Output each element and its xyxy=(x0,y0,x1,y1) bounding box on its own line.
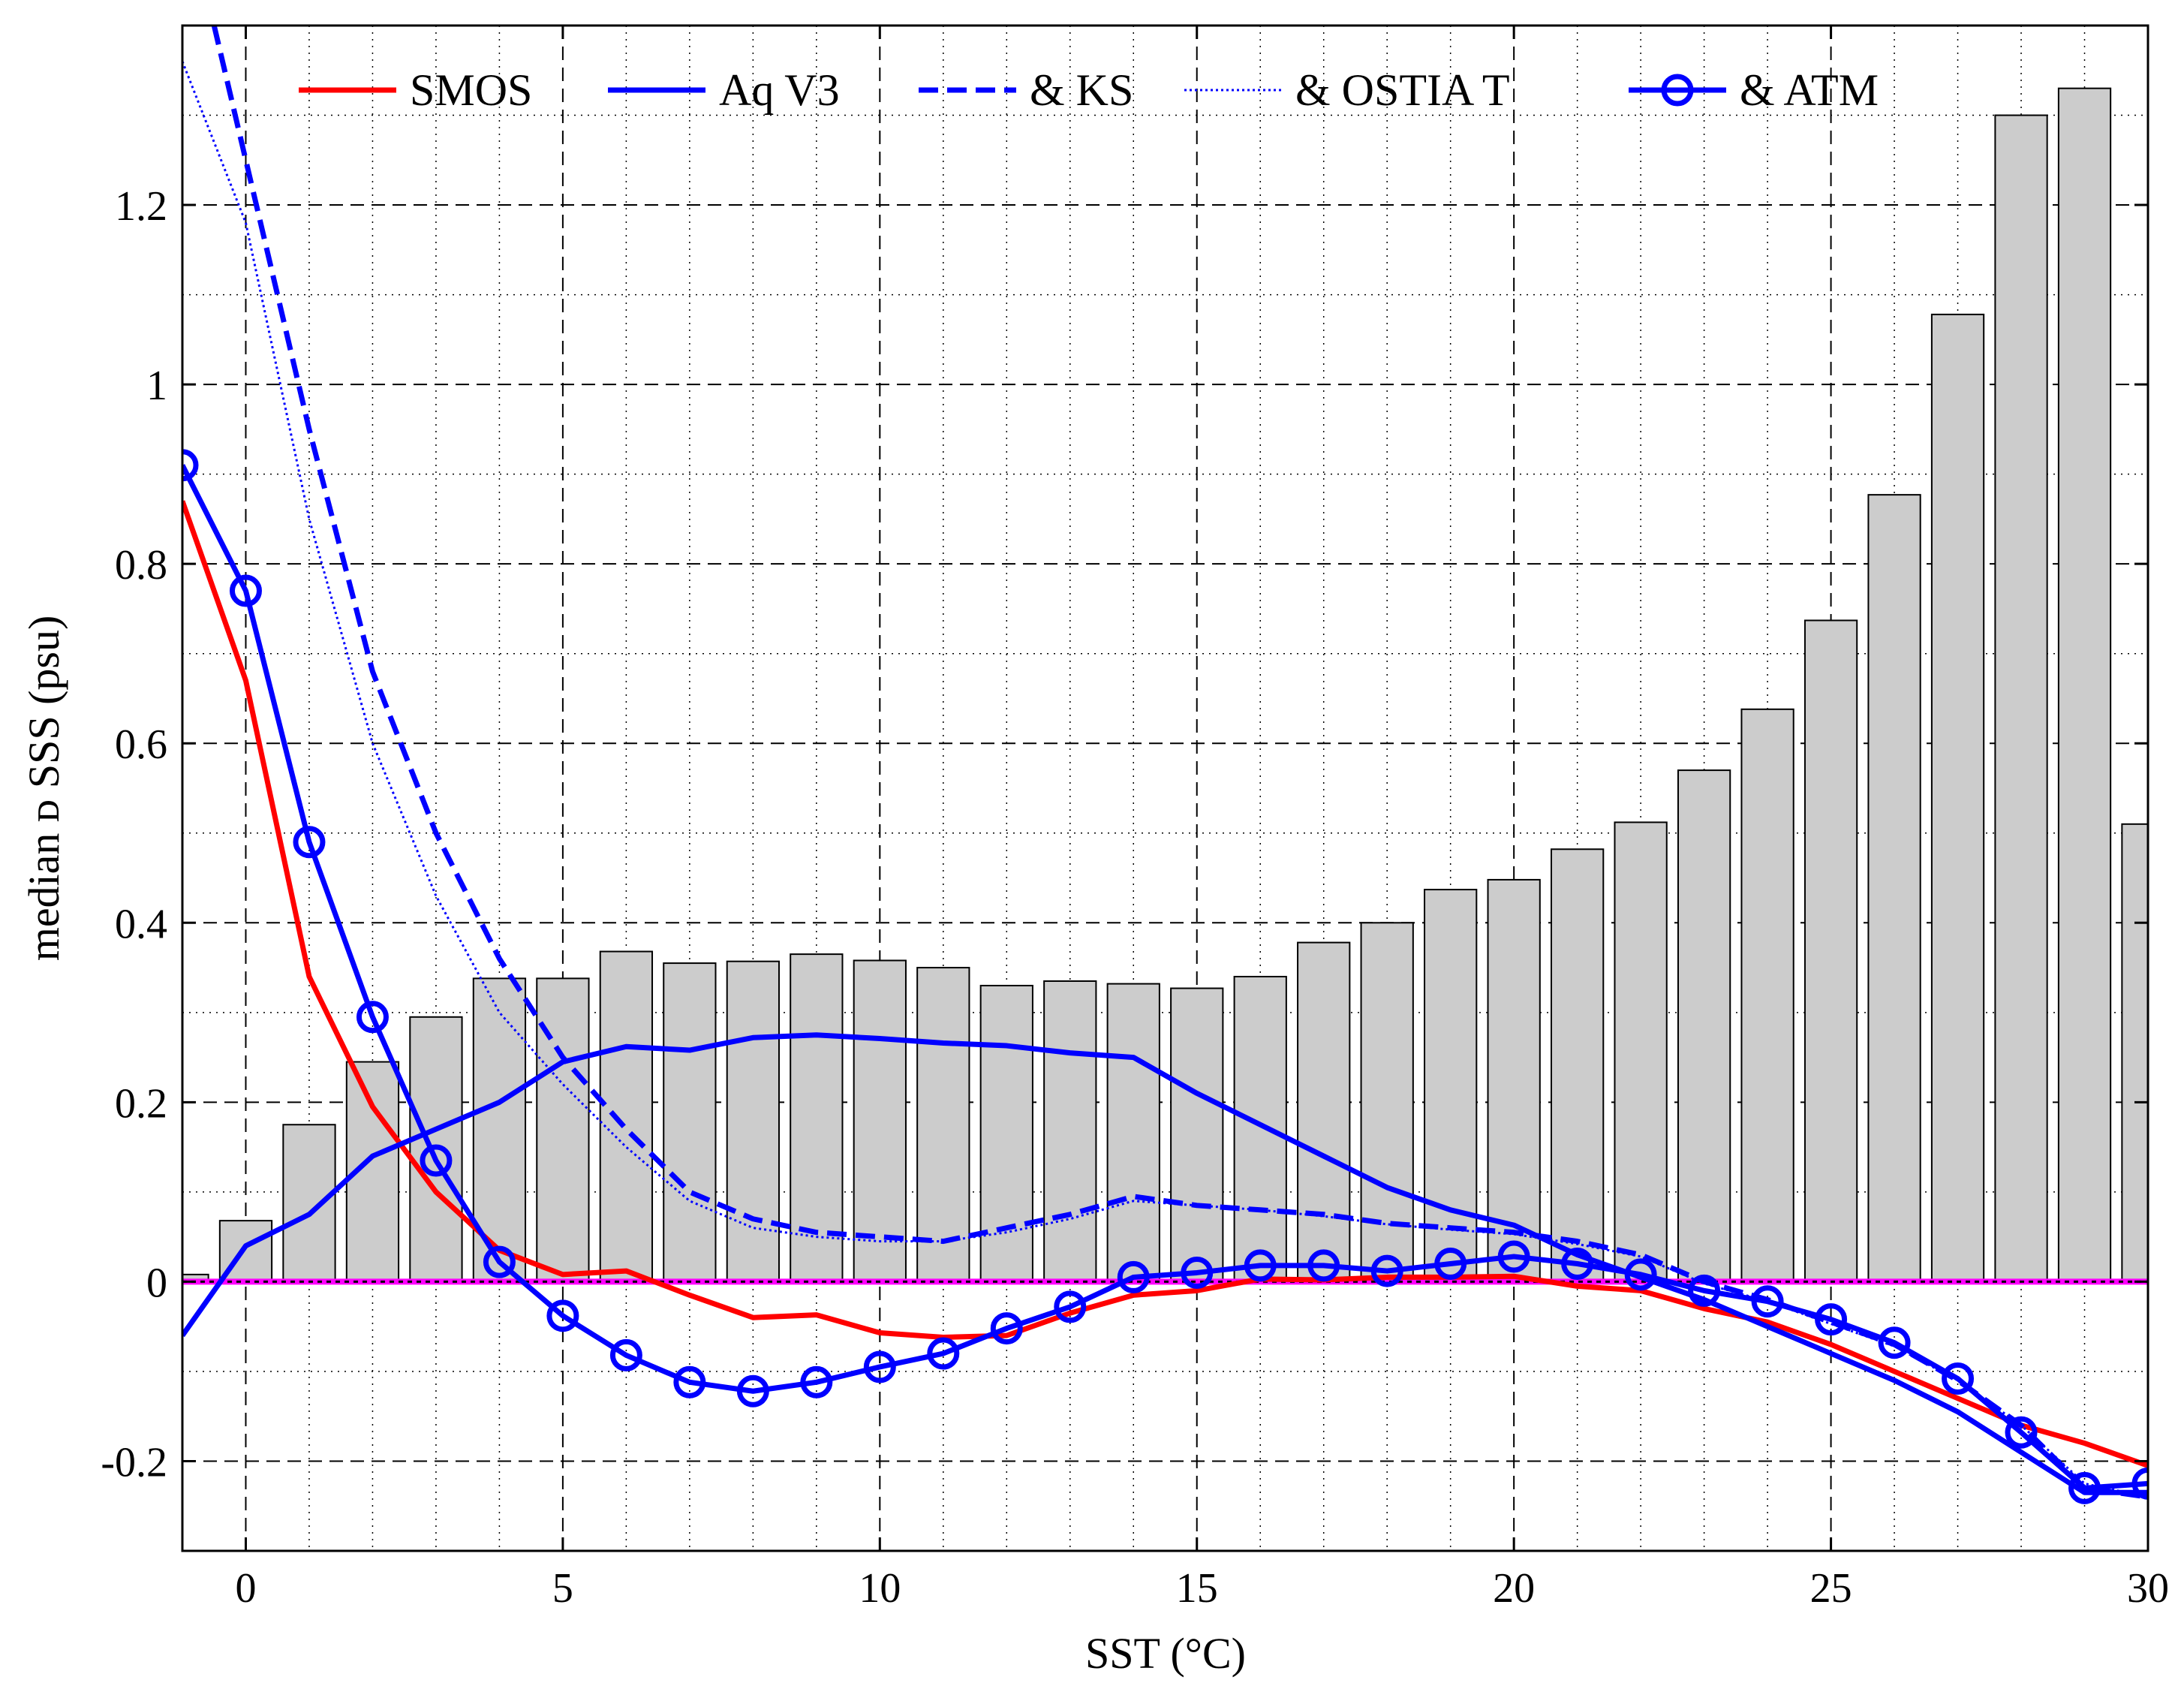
atm-marker xyxy=(863,1350,896,1383)
legend-label: Aq V3 xyxy=(719,65,840,115)
y-tick-label: 0.8 xyxy=(115,542,167,589)
atm-marker xyxy=(1688,1274,1721,1307)
legend-label: & OSTIA T xyxy=(1295,65,1510,115)
x-tick-label: 15 xyxy=(1176,1565,1218,1612)
y-tick-label: 0.4 xyxy=(115,901,167,947)
histogram-bar xyxy=(599,950,654,1283)
histogram-bar xyxy=(726,960,780,1283)
atm-marker xyxy=(800,1365,833,1398)
y-tick-label: 1.2 xyxy=(115,183,167,230)
legend-label: & ATM xyxy=(1740,65,1879,115)
atm-marker xyxy=(2131,1467,2148,1500)
y-tick-label: 0 xyxy=(146,1260,167,1306)
atm-marker xyxy=(182,449,199,482)
histogram-bar xyxy=(1043,980,1097,1283)
y-axis-label: median ᴅ SSS (psu) xyxy=(20,616,68,962)
histogram-bar xyxy=(1487,878,1541,1283)
atm-marker xyxy=(2005,1416,2038,1449)
series-line-ostia-t xyxy=(182,61,2148,1498)
histogram-bar xyxy=(1677,769,1731,1283)
histogram-bar xyxy=(1424,889,1478,1283)
atm-marker xyxy=(736,1374,769,1407)
histogram-bar xyxy=(1740,708,1794,1283)
atm-marker xyxy=(420,1144,453,1177)
histogram-bar xyxy=(1867,494,1921,1283)
histogram-bar xyxy=(663,962,717,1283)
x-tick-label: 5 xyxy=(552,1565,573,1612)
y-tick-label: 0.6 xyxy=(115,721,167,768)
atm-marker xyxy=(1497,1240,1530,1273)
histogram-bar xyxy=(1930,313,1985,1283)
atm-marker xyxy=(1244,1249,1277,1282)
histogram-bar xyxy=(1233,976,1287,1283)
histogram-bar xyxy=(916,967,970,1283)
atm-marker xyxy=(1181,1256,1214,1289)
atm-marker xyxy=(1117,1260,1150,1293)
legend-label: & KS xyxy=(1030,65,1133,115)
histogram-bar xyxy=(1614,821,1668,1283)
histogram-bar xyxy=(2121,823,2148,1283)
atm-marker xyxy=(546,1299,579,1332)
atm-marker xyxy=(1561,1248,1594,1281)
histogram-bar xyxy=(1297,941,1351,1283)
axis-ticks xyxy=(182,26,2149,1551)
histogram-bar xyxy=(1803,619,1858,1283)
histogram-bar xyxy=(853,959,907,1283)
histogram-bar xyxy=(1170,987,1224,1283)
plot-frame xyxy=(181,24,2149,1552)
histogram-bar xyxy=(790,953,844,1283)
x-tick-label: 10 xyxy=(859,1565,901,1612)
y-tick-label: -0.2 xyxy=(101,1439,167,1486)
atm-marker xyxy=(229,574,262,607)
tick-labels: 0 5 10 15 20 25 30 -0.2 0 0.2 0.4 0.6 0.8 1 1.2 xyxy=(101,183,2169,1612)
histogram-bar xyxy=(2057,87,2112,1283)
histogram-bar xyxy=(282,1124,336,1283)
atm-marker xyxy=(990,1312,1023,1345)
atm-marker xyxy=(1815,1303,1848,1336)
histogram-bar xyxy=(1551,848,1605,1283)
atm-marker xyxy=(356,1001,389,1034)
histogram-bar xyxy=(979,984,1033,1283)
atm-marker xyxy=(293,826,326,859)
histogram-bar xyxy=(1994,114,2048,1283)
atm-marker xyxy=(927,1337,960,1370)
legend-label: SMOS xyxy=(410,65,532,115)
atm-marker xyxy=(483,1245,516,1278)
x-axis-label: SST (°C) xyxy=(1085,1629,1246,1678)
y-tick-label: 0.2 xyxy=(115,1080,167,1127)
histogram-bar xyxy=(536,977,590,1283)
atm-marker xyxy=(1307,1249,1340,1282)
histogram-bars xyxy=(182,87,2148,1283)
x-tick-label: 20 xyxy=(1493,1565,1535,1612)
atm-marker xyxy=(673,1365,706,1398)
series-lines xyxy=(182,26,2148,1504)
x-tick-label: 25 xyxy=(1810,1565,1852,1612)
atm-marker xyxy=(1878,1326,1911,1359)
legend: SMOS Aq V3 & KS & OSTIA T & ATM xyxy=(299,65,1879,115)
histogram-bar xyxy=(1106,983,1160,1283)
atm-marker xyxy=(1434,1248,1467,1281)
x-tick-label: 0 xyxy=(235,1565,256,1612)
y-tick-label: 1 xyxy=(146,363,167,409)
atm-marker xyxy=(1942,1362,1975,1395)
legend-marker xyxy=(1661,74,1694,107)
atm-marker xyxy=(1624,1258,1657,1291)
atm-marker xyxy=(609,1338,642,1371)
atm-marker xyxy=(2068,1471,2101,1504)
atm-marker xyxy=(1751,1285,1784,1318)
x-tick-label: 30 xyxy=(2127,1565,2169,1612)
histogram-bar xyxy=(1360,922,1414,1283)
atm-marker xyxy=(1054,1290,1087,1323)
atm-marker xyxy=(1370,1254,1403,1287)
series-line-aq-v3 xyxy=(182,1032,2148,1495)
